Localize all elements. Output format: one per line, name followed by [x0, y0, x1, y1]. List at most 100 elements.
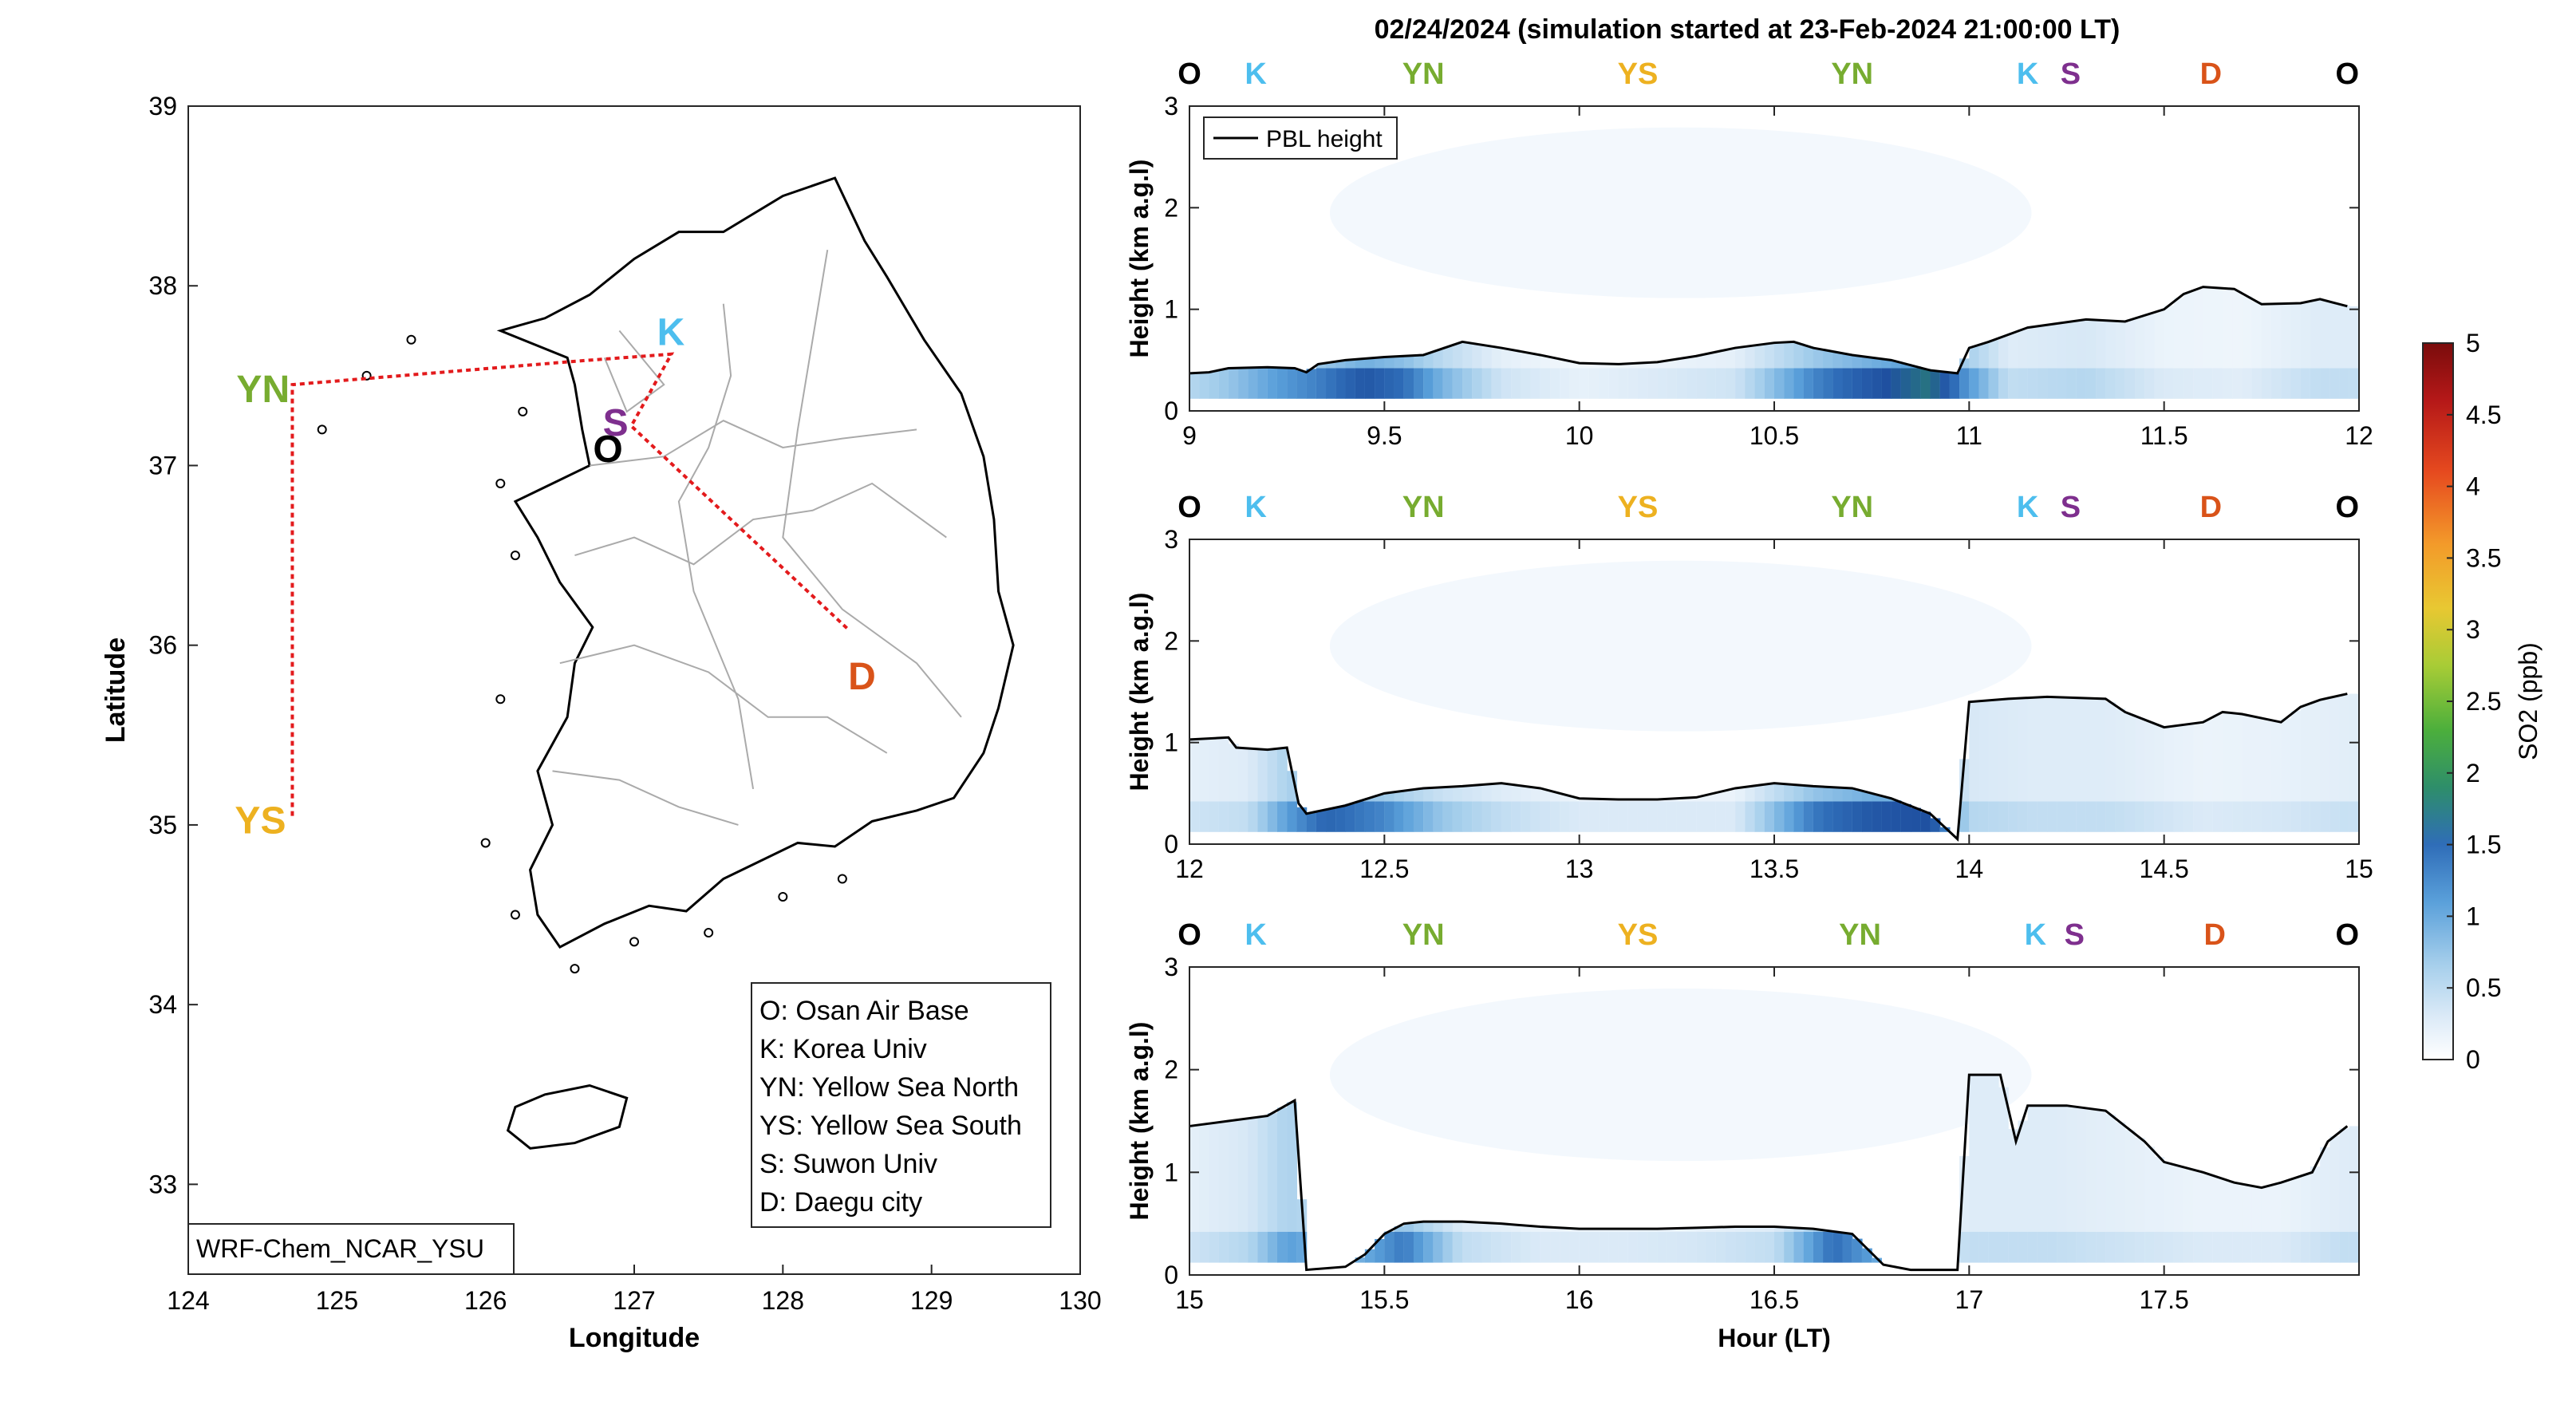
so2-haze [1329, 127, 2032, 298]
so2-cell [1647, 368, 1658, 399]
so2-cell [1920, 369, 1931, 399]
so2-cell [2115, 708, 2126, 832]
so2-cell [1530, 1231, 1541, 1263]
map-xtick-label: 124 [167, 1286, 209, 1315]
so2-cell [2144, 801, 2156, 832]
ytick-label: 0 [1164, 830, 1178, 858]
so2-cell [1793, 368, 1805, 399]
so2-cell [2085, 698, 2097, 832]
so2-cell [2037, 801, 2048, 832]
so2-cell [1793, 1231, 1805, 1263]
so2-cell [1394, 801, 1405, 832]
so2-cell [2057, 368, 2068, 399]
map-ticks: 124 125 126 127 128 129 130 39 38 37 36 35 34 33 [148, 92, 1101, 1315]
top-site-label: YN [1402, 918, 1445, 952]
so2-cell [1978, 1231, 1990, 1263]
so2-cell [2154, 1231, 2165, 1263]
map-ytick-label: 34 [148, 990, 177, 1019]
so2-cell [2329, 368, 2341, 399]
model-label-box: WRF-Chem_NCAR_YSU [187, 1223, 515, 1275]
so2-cell [1725, 1231, 1736, 1263]
so2-cell [2135, 801, 2145, 832]
top-site-label: YS [1618, 918, 1659, 952]
so2-cell [2124, 368, 2136, 399]
so2-cell [2261, 368, 2272, 399]
so2-cell [2339, 368, 2350, 399]
so2-cell [1403, 801, 1414, 832]
so2-cell [2183, 1231, 2194, 1263]
ytick-label: 2 [1164, 626, 1178, 655]
map-ytick-label: 39 [148, 92, 177, 120]
so2-cell [1803, 1231, 1814, 1263]
xtick-label: 13.5 [1750, 855, 1799, 883]
so2-cell [1248, 368, 1259, 399]
so2-cell [1706, 801, 1717, 832]
so2-cell [2027, 697, 2038, 832]
so2-cell [1501, 368, 1512, 399]
so2-cell [2212, 368, 2223, 399]
so2-cell [1715, 368, 1726, 399]
so2-cell [1774, 801, 1785, 832]
so2-cell [1588, 801, 1600, 832]
so2-cell [2085, 368, 2097, 399]
site-label-k: K [657, 312, 685, 354]
so2-cell [1511, 1231, 1521, 1263]
top-site-label: S [2061, 57, 2081, 91]
so2-cell [1384, 801, 1395, 832]
so2-cell [1375, 368, 1385, 399]
so2-cell [1803, 801, 1814, 832]
ytick-label: 3 [1164, 525, 1178, 554]
so2-cell [1209, 371, 1220, 399]
so2-cell [1900, 368, 1911, 399]
so2-cell [1276, 368, 1288, 399]
so2-cell [1627, 801, 1639, 832]
so2-cell [2008, 1231, 2019, 1263]
so2-cell [1696, 1231, 1707, 1263]
so2-cell [1394, 368, 1405, 399]
so2-cell [1501, 1231, 1512, 1263]
so2-cell [1900, 803, 1911, 832]
so2-cell [1657, 801, 1668, 832]
so2-cell [2057, 697, 2068, 832]
xtick-label: 16 [1565, 1285, 1594, 1314]
so2-cell [2349, 1126, 2360, 1263]
so2-cell [2037, 368, 2048, 399]
so2-cell [1696, 801, 1707, 832]
so2-cell [1745, 368, 1756, 399]
so2-cell [2222, 801, 2233, 832]
so2-cell [1287, 801, 1297, 832]
so2-cell [1238, 1231, 1249, 1263]
so2-cell [2105, 801, 2116, 832]
ytick-label: 1 [1164, 728, 1178, 757]
so2-cell [2154, 368, 2165, 399]
so2-cell [2018, 368, 2029, 399]
island [510, 910, 520, 920]
so2-cell [2183, 801, 2194, 832]
so2-cell [2349, 693, 2360, 832]
panel-ylabel: Height (km a.g.l) [1125, 1022, 1154, 1221]
so2-cell [1599, 368, 1609, 399]
so2-cell [2251, 1231, 2262, 1263]
pbl-legend-label: PBL height [1266, 126, 1383, 152]
so2-haze [1329, 560, 2032, 732]
so2-cell [1199, 372, 1210, 399]
so2-cell [1267, 801, 1278, 832]
so2-cell [1413, 368, 1424, 399]
admin-boundary [782, 250, 962, 718]
so2-cell [1530, 801, 1541, 832]
so2-cell [1218, 801, 1229, 832]
so2-cell [1462, 368, 1473, 399]
top-site-label: K [1245, 57, 1267, 91]
ytick-label: 0 [1164, 397, 1178, 425]
so2-cell [1521, 801, 1532, 832]
so2-cell [1276, 1231, 1288, 1263]
so2-cell [2232, 368, 2243, 399]
so2-cell [1248, 1231, 1259, 1263]
so2-cell [2242, 1231, 2253, 1263]
island [837, 874, 847, 884]
ytick-label: 1 [1164, 1158, 1178, 1186]
so2-cell [1911, 807, 1921, 832]
so2-cell [2037, 1231, 2048, 1263]
so2-cell [2096, 1231, 2106, 1263]
so2-cell [1911, 368, 1921, 399]
